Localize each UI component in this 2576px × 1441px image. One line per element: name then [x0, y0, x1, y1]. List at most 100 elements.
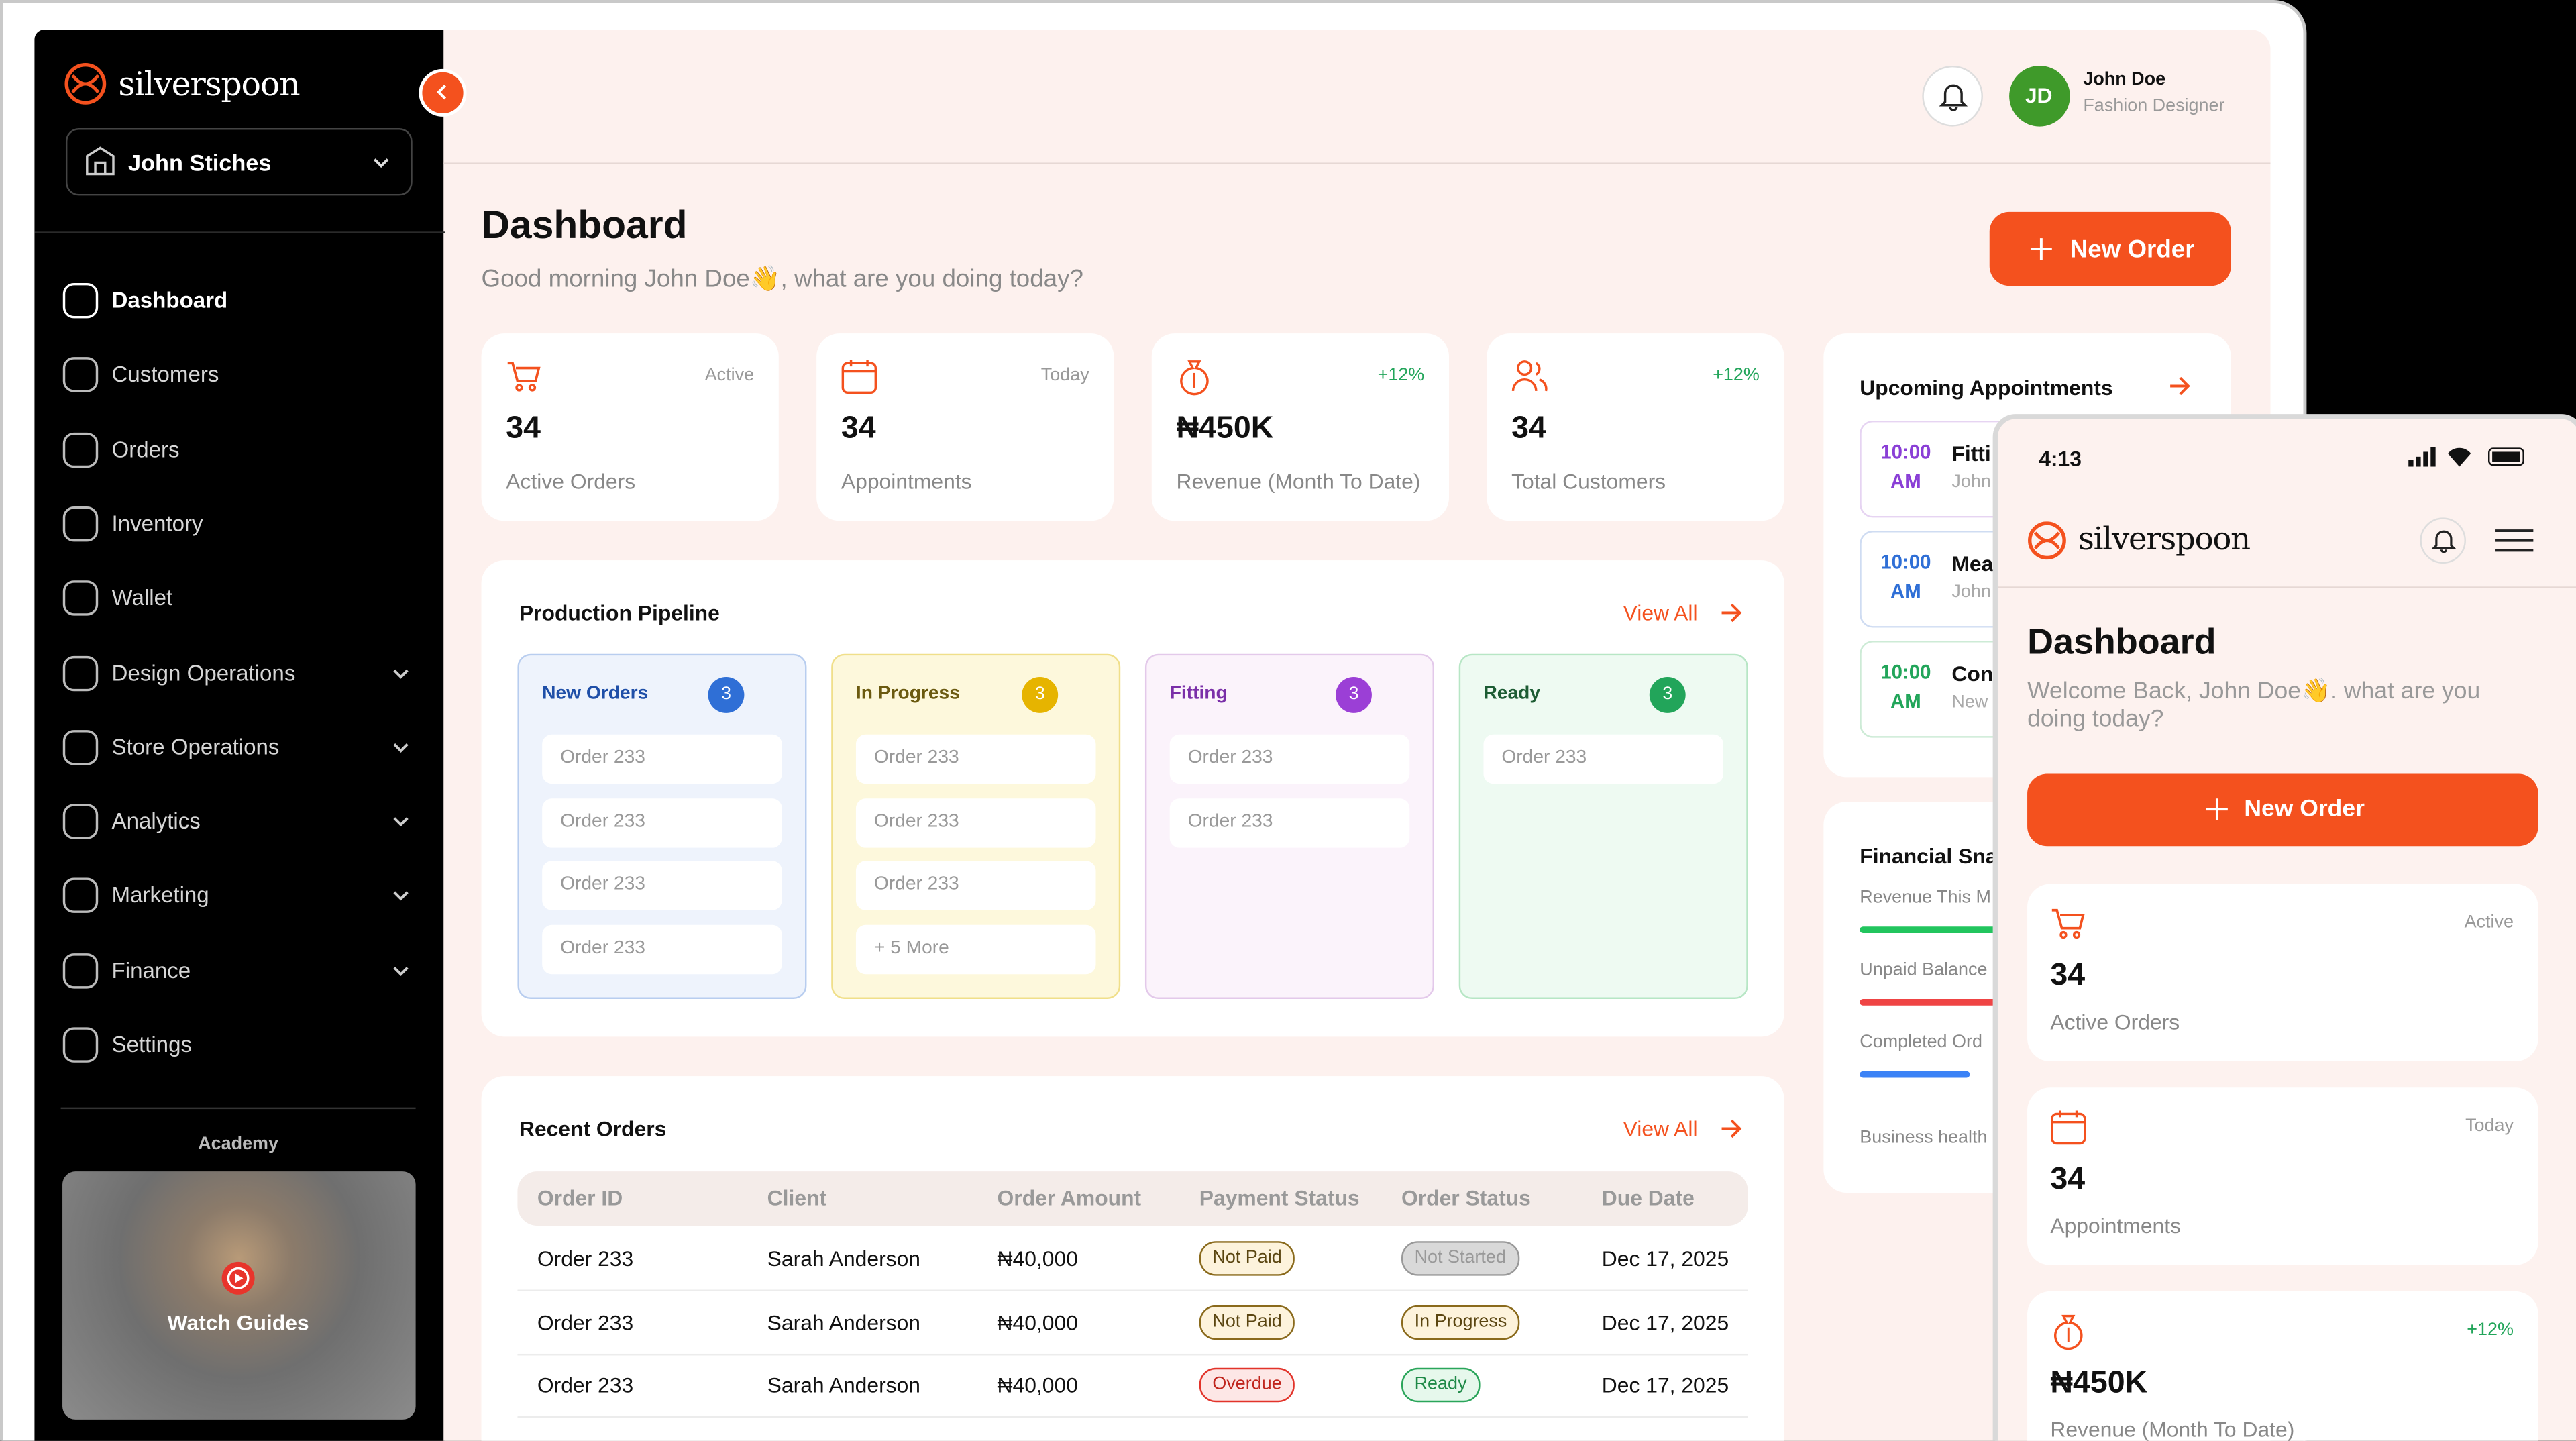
stat-tag: Today	[1040, 365, 1089, 386]
store-select[interactable]	[65, 128, 413, 196]
pipeline-title: Production Pipeline	[519, 600, 720, 625]
arrow-icon	[2170, 376, 2190, 396]
stat-value: 34	[1511, 411, 1546, 446]
column-title: Ready	[1483, 684, 1541, 704]
nav-item[interactable]	[49, 867, 427, 926]
column-title: New Orders	[542, 684, 649, 704]
count: 3	[1034, 684, 1045, 704]
order-chip-label: Order 233	[873, 747, 959, 768]
row-divider	[517, 1416, 1748, 1418]
order-chip[interactable]	[1483, 734, 1724, 784]
nav-item[interactable]	[49, 345, 427, 405]
bell-button[interactable]	[1922, 65, 1983, 127]
pipeline-column	[1458, 653, 1748, 999]
phone-new-order[interactable]	[2027, 773, 2538, 847]
view-all: View All	[1623, 600, 1698, 625]
order-chip-label: Order 233	[1187, 811, 1273, 831]
order-chip[interactable]	[542, 861, 782, 911]
order-chip[interactable]	[542, 924, 782, 974]
financial-footer: Business health	[1860, 1128, 1988, 1148]
nav-item[interactable]	[49, 569, 427, 628]
arrow-icon	[1721, 1119, 1742, 1138]
phone-bell[interactable]	[2420, 517, 2466, 564]
store-icon	[86, 146, 115, 176]
nav-item[interactable]	[49, 941, 427, 1000]
cell: Order 233	[537, 1246, 634, 1271]
nav-icon	[62, 729, 99, 765]
chevron	[393, 892, 409, 902]
appointment-title: Con	[1951, 661, 1994, 686]
nav-item[interactable]	[49, 792, 427, 851]
greeting: Good morning John Doe👋, what are you doi…	[481, 265, 1083, 294]
chevron	[393, 966, 409, 976]
stat-label: Appointments	[2050, 1213, 2182, 1238]
status-pill: Not Started	[1401, 1241, 1519, 1276]
financial-bar	[1860, 998, 2025, 1006]
order-chip-label: + 5 More	[873, 938, 949, 958]
stat-label: Revenue (Month To Date)	[1176, 469, 1421, 494]
order-chip-label: Order 233	[873, 811, 959, 831]
nav-label: Inventory	[111, 511, 203, 536]
status-pill: In Progress	[1401, 1304, 1520, 1339]
column-header: Order Amount	[997, 1185, 1142, 1210]
appointment-time: 10:00	[1880, 440, 1931, 464]
phone-stat-card	[2027, 1087, 2538, 1265]
stat-label: Active Orders	[506, 469, 636, 494]
count: 3	[1348, 684, 1359, 704]
stat-tag: +12%	[1377, 365, 1425, 386]
appointment-client: New	[1951, 692, 1988, 712]
cell: Dec 17, 2025	[1601, 1373, 1729, 1397]
order-chip-label: Order 233	[873, 874, 959, 895]
order-chip[interactable]	[855, 798, 1096, 847]
nav-icon	[62, 506, 99, 542]
count: 3	[720, 684, 731, 704]
stat-value: 34	[2050, 1162, 2086, 1197]
order-chip[interactable]	[542, 734, 782, 784]
nav-label: Dashboard	[111, 288, 228, 313]
video-thumbnail[interactable]	[62, 1171, 416, 1420]
appointment-period: AM	[1890, 690, 1921, 713]
order-chip[interactable]	[855, 734, 1096, 784]
order-chip[interactable]	[1169, 734, 1410, 784]
stat-card	[1151, 333, 1450, 521]
orders-title: Recent Orders	[519, 1116, 667, 1141]
order-chip[interactable]	[542, 798, 782, 847]
nav-item[interactable]	[49, 271, 427, 330]
phone-new-order-label: New Order	[2244, 796, 2365, 823]
play-icon	[221, 1261, 255, 1295]
count-badge	[708, 676, 745, 713]
avatar	[2009, 65, 2070, 127]
cell: Sarah Anderson	[767, 1309, 921, 1334]
cell: Dec 17, 2025	[1601, 1309, 1729, 1334]
nav-icon	[62, 282, 99, 319]
stat-icon	[1180, 360, 1209, 396]
chevron	[437, 84, 447, 100]
financial-label: Revenue This M	[1860, 888, 1991, 908]
appointment-time: 10:00	[1880, 660, 1931, 684]
column-header: Order ID	[537, 1185, 623, 1210]
cell: ₦40,000	[997, 1246, 1078, 1271]
count: 3	[1662, 684, 1673, 704]
new-order-button[interactable]	[1989, 211, 2231, 286]
order-chip[interactable]	[855, 924, 1096, 974]
stat-value: 34	[506, 411, 541, 446]
user-role: Fashion Designer	[2083, 96, 2225, 116]
order-chip[interactable]	[855, 861, 1096, 911]
avatar-initials: JD	[2025, 83, 2053, 108]
nav-label: Marketing	[111, 883, 209, 908]
appointment-time: 10:00	[1880, 550, 1931, 574]
nav-item[interactable]	[49, 420, 427, 479]
stat-icon	[507, 362, 541, 392]
nav-icon	[62, 431, 99, 468]
collapse-button[interactable]	[419, 68, 467, 117]
nav-icon	[62, 878, 99, 914]
bell-icon	[2431, 530, 2457, 553]
order-chip[interactable]	[1169, 798, 1410, 847]
nav-item[interactable]	[49, 494, 427, 553]
plus-icon	[2206, 798, 2228, 820]
nav-item[interactable]	[49, 1015, 427, 1074]
phone-divider	[1997, 586, 2576, 588]
plus-icon	[2030, 238, 2052, 260]
